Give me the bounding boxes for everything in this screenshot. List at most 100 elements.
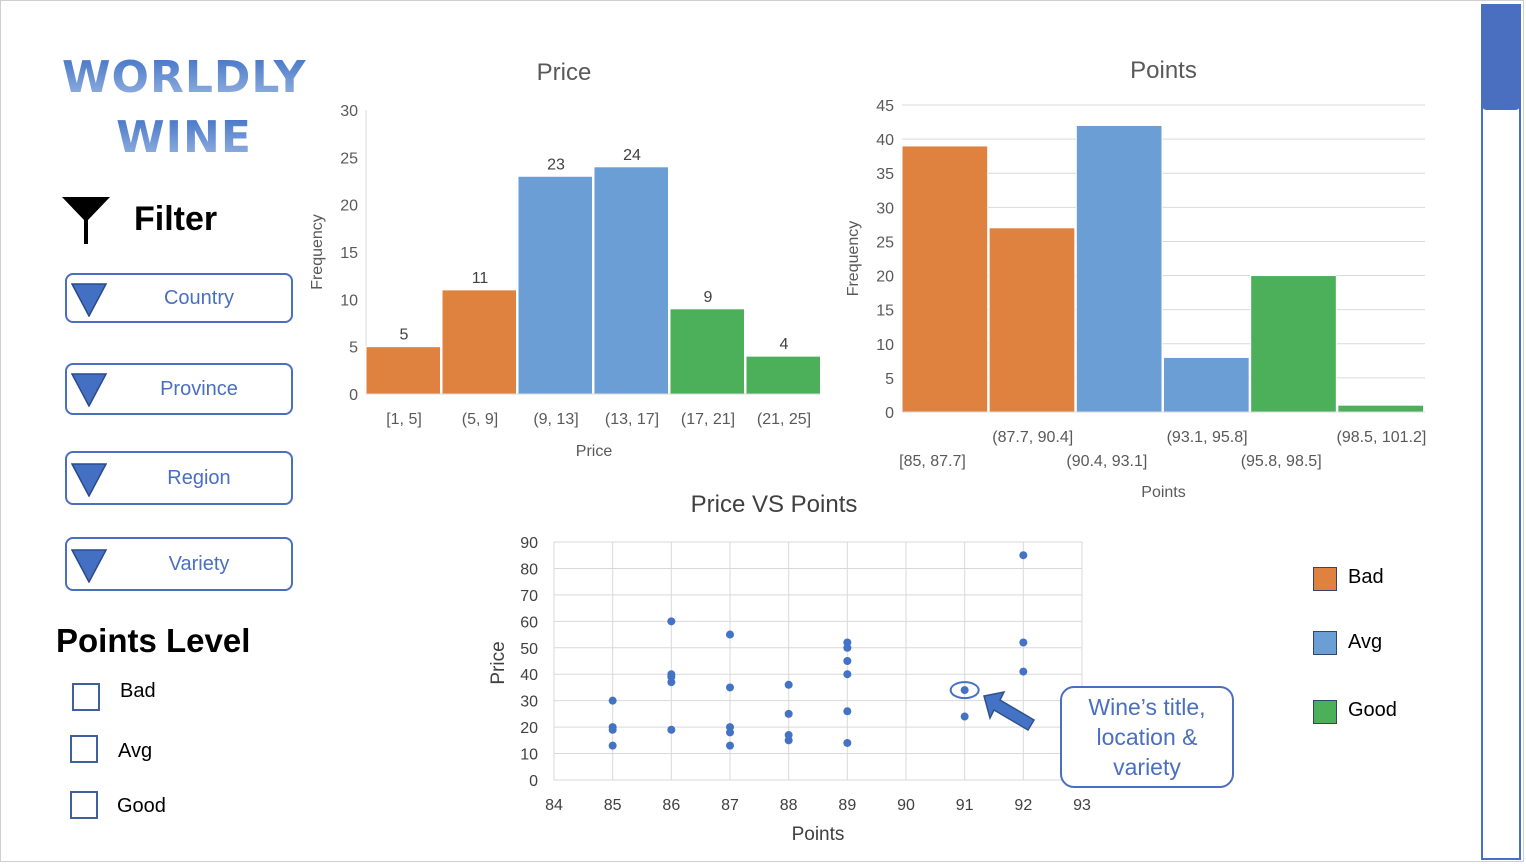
bar [441, 289, 517, 395]
scatter-point [608, 725, 617, 734]
tooltip-callout-text: Wine’s title, location & variety [1088, 694, 1206, 780]
x-tick-label: 92 [1014, 797, 1032, 814]
country-dropdown-label: Country [163, 286, 235, 309]
x-tick-label: (5, 9] [462, 411, 498, 428]
scatter-point [667, 678, 676, 687]
vertical-scrollbar[interactable] [1481, 4, 1521, 860]
y-tick-label: 40 [520, 667, 538, 684]
checkbox-bad-label: Bad [120, 680, 156, 702]
x-tick-label: (9, 13] [533, 411, 578, 428]
y-tick-label: 5 [885, 371, 894, 388]
y-tick-label: 90 [520, 535, 538, 552]
dropdown-triangle-icon [71, 283, 107, 317]
y-tick-label: 60 [520, 614, 538, 631]
bar [1250, 275, 1337, 413]
x-tick-label: (21, 25] [757, 411, 811, 428]
bar [1075, 124, 1163, 413]
scatter-point [667, 617, 676, 626]
checkbox-good[interactable] [70, 791, 98, 819]
bar [517, 175, 593, 395]
y-tick-label: 70 [520, 588, 538, 605]
scatter-point [843, 643, 852, 652]
y-tick-label: 30 [340, 103, 358, 120]
legend-swatch-bad [1313, 567, 1337, 591]
province-dropdown-label: Province [160, 377, 238, 400]
chart-title: Price [537, 59, 592, 86]
region-dropdown-label: Region [167, 466, 231, 489]
y-tick-label: 0 [349, 387, 358, 404]
x-axis-title: Price [576, 443, 613, 460]
legend-label-bad: Bad [1348, 566, 1384, 588]
scatter-point [843, 707, 852, 716]
x-tick-label: (95.8, 98.5] [1241, 453, 1322, 470]
y-tick-label: 20 [520, 720, 538, 737]
x-tick-label: 85 [604, 797, 622, 814]
points-level-heading: Points Level [56, 622, 251, 659]
scatter-point [784, 736, 793, 745]
x-tick-label: (17, 21] [681, 411, 735, 428]
y-tick-label: 10 [340, 292, 358, 309]
x-tick-label: 86 [662, 797, 680, 814]
dropdown-triangle-icon [71, 373, 107, 407]
scatter-point [784, 709, 793, 718]
x-axis-title: Points [792, 824, 845, 845]
legend-label-avg: Avg [1348, 631, 1383, 653]
scatter-point [843, 738, 852, 747]
x-tick-label: [85, 87.7] [899, 453, 966, 470]
legend-swatch-good [1313, 700, 1337, 724]
bar [901, 145, 989, 413]
variety-dropdown-label: Variety [168, 552, 230, 575]
y-tick-label: 15 [340, 245, 358, 262]
scatter-point [960, 686, 969, 695]
variety-dropdown[interactable]: Variety [65, 537, 293, 591]
y-axis-title: Price [488, 641, 509, 684]
checkbox-avg-label: Avg [118, 740, 153, 762]
scatter-point [960, 712, 969, 721]
x-tick-label: (90.4, 93.1] [1066, 453, 1147, 470]
y-tick-label: 30 [876, 200, 894, 217]
scatter-point [667, 725, 676, 734]
bar [669, 308, 745, 395]
chart-title: Points [1130, 57, 1197, 84]
scatter-point [608, 696, 617, 705]
scatter-point [843, 670, 852, 679]
y-tick-label: 5 [349, 340, 358, 357]
funnel-icon [62, 197, 110, 244]
region-dropdown[interactable]: Region [65, 451, 293, 505]
scrollbar-thumb[interactable] [1481, 4, 1521, 110]
chart-title: Price VS Points [691, 491, 858, 518]
y-tick-label: 25 [876, 234, 894, 251]
bar-data-label: 24 [623, 147, 641, 164]
country-dropdown[interactable]: Country [65, 273, 293, 323]
x-tick-label: 91 [956, 797, 974, 814]
x-tick-label: 90 [897, 797, 915, 814]
checkbox-avg[interactable] [70, 735, 98, 763]
filter-header: Filter [58, 192, 298, 250]
scatter-point [784, 680, 793, 689]
plot-area [553, 541, 1083, 781]
callout-arrow-icon [983, 690, 1036, 732]
y-tick-label: 20 [876, 269, 894, 286]
y-tick-label: 35 [876, 166, 894, 183]
x-tick-label: [1, 5] [386, 411, 422, 428]
bar-data-label: 11 [472, 270, 489, 287]
scatter-point [726, 728, 734, 737]
bar [365, 346, 441, 395]
province-dropdown[interactable]: Province [65, 363, 293, 415]
price-histogram: Price 0 5 10 15 20 25 30 5 [1, 5] 11 (5, 9] 23 (9, 13… [309, 59, 820, 460]
x-tick-label: 88 [780, 797, 798, 814]
y-tick-label: 25 [340, 150, 358, 167]
legend-label-good: Good [1348, 699, 1397, 721]
brand-title-line1: WORLDLY [62, 52, 307, 103]
y-tick-label: 40 [876, 132, 894, 149]
checkbox-good-label: Good [117, 795, 166, 817]
x-tick-label: (87.7, 90.4] [992, 429, 1073, 446]
dropdown-triangle-icon [71, 549, 107, 583]
checkbox-bad[interactable] [72, 683, 100, 711]
y-tick-label: 10 [520, 747, 538, 764]
y-axis-title: Frequency [845, 221, 862, 297]
bar-data-label: 23 [547, 156, 565, 173]
brand-title-line2: WINE [62, 112, 306, 163]
price-vs-points-scatter: Price VS Points 0 10 20 30 40 50 60 70 80 90 84 85 86… [488, 491, 1091, 845]
